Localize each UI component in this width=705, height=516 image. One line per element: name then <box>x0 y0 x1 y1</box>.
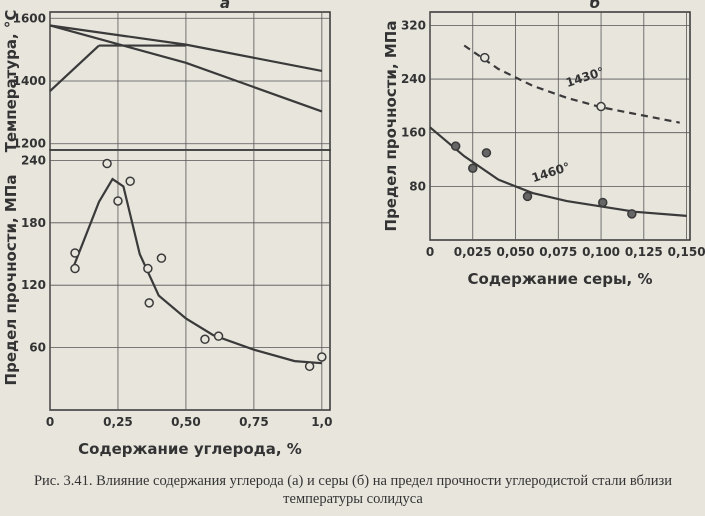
y-tick-label: 80 <box>409 179 426 193</box>
y-tick-label: 60 <box>29 341 46 355</box>
data-point <box>70 263 80 274</box>
plot-frame <box>429 11 691 241</box>
plot-frame <box>49 149 331 411</box>
series-label: 1460° <box>530 160 572 185</box>
x-tick-label: 0,25 <box>103 415 133 429</box>
data-point <box>144 298 154 308</box>
panel-label: а <box>220 0 230 12</box>
series-label: 1430° <box>564 64 606 89</box>
data-point <box>481 148 492 158</box>
data-point <box>468 163 478 173</box>
y-tick-label: 320 <box>401 18 426 32</box>
x-tick-label: 0,50 <box>171 415 201 429</box>
y-axis-label: Предел прочности, МПа <box>2 175 20 386</box>
line <box>49 24 323 113</box>
panel-label: б <box>590 0 600 12</box>
x-tick-label: 0,100 <box>582 245 620 259</box>
y-tick-label: 160 <box>401 126 426 140</box>
caption: Рис. 3.41. Влияние содержания углерода (… <box>33 473 673 507</box>
x-tick-label: 0,150 <box>668 245 705 259</box>
fit-curve <box>463 44 680 124</box>
x-axis-label: Содержание серы, % <box>468 270 653 288</box>
data-point <box>596 101 606 112</box>
data-point <box>125 176 135 186</box>
data-point <box>317 352 327 362</box>
data-point <box>450 141 461 151</box>
data-point <box>627 209 637 219</box>
data-point <box>113 196 123 206</box>
data-point <box>479 52 490 63</box>
data-point <box>102 158 112 169</box>
y-axis-label: Температура, °С <box>2 10 20 153</box>
data-point <box>143 263 153 274</box>
y-tick-label: 180 <box>21 216 46 230</box>
x-tick-label: 0,075 <box>539 245 577 259</box>
data-point <box>200 334 210 345</box>
x-tick-label: 0 <box>426 245 434 259</box>
data-point <box>598 197 608 208</box>
data-point <box>213 331 224 341</box>
y-tick-label: 120 <box>21 278 46 292</box>
y-tick-label: 1400 <box>13 74 46 88</box>
x-tick-label: 0,125 <box>625 245 663 259</box>
x-tick-label: 0,75 <box>239 415 269 429</box>
y-axis-label: Предел прочности, МПа <box>382 21 400 232</box>
data-point <box>304 361 315 372</box>
y-tick-label: 240 <box>21 153 46 167</box>
line <box>49 44 100 92</box>
data-point <box>156 253 167 263</box>
fit-curve <box>73 177 322 365</box>
y-tick-label: 1200 <box>13 137 46 151</box>
x-axis-label: Содержание углерода, % <box>78 440 302 458</box>
y-tick-label: 240 <box>401 72 426 86</box>
y-tick-label: 1600 <box>13 11 46 25</box>
data-point <box>522 191 533 202</box>
x-tick-label: 1,0 <box>311 415 332 429</box>
x-tick-label: 0 <box>46 415 54 429</box>
x-tick-label: 0,025 <box>454 245 492 259</box>
x-tick-label: 0,050 <box>497 245 535 259</box>
data-point <box>70 248 80 258</box>
